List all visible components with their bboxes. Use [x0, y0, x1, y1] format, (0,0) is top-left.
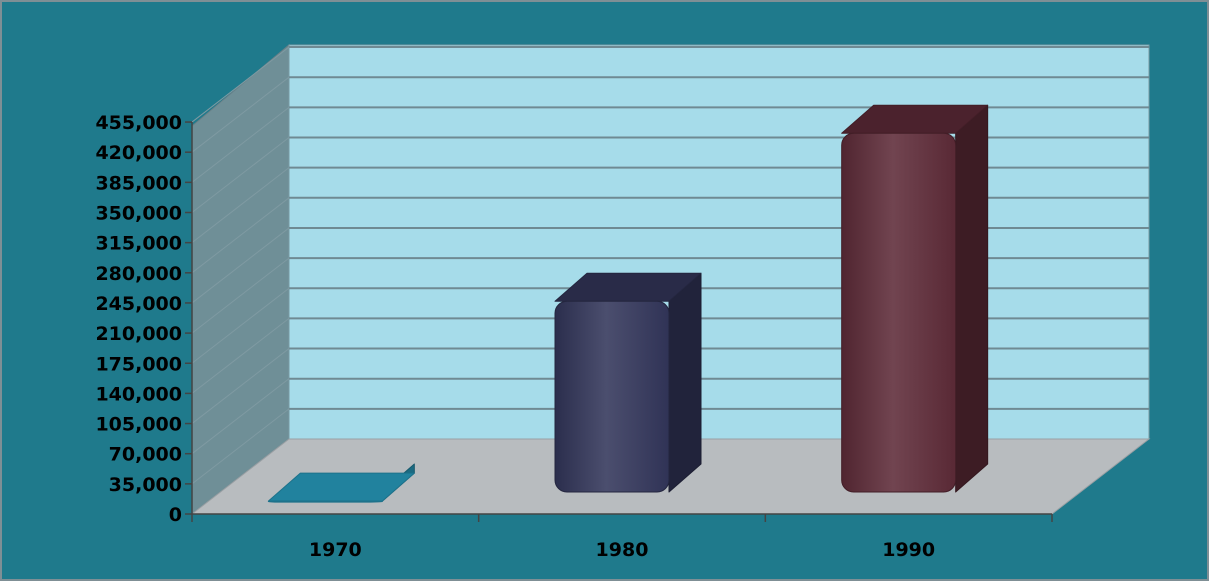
y-tick-label: 280,000 [95, 263, 182, 285]
y-tick-label: 105,000 [95, 414, 182, 436]
side-gridline [191, 76, 290, 153]
y-tick-label: 455,000 [95, 112, 182, 134]
x-tick-label: 1990 [882, 539, 935, 561]
y-tick-label: 140,000 [95, 383, 182, 405]
y-tick-label: 245,000 [95, 293, 182, 315]
side-gridline [191, 378, 290, 455]
gridlines [191, 46, 1149, 485]
axes [191, 122, 1053, 522]
bar-1990 [841, 104, 989, 493]
side-gridline [191, 227, 290, 304]
side-gridline [191, 46, 290, 123]
bar-1970 [267, 463, 415, 503]
y-tick-label: 70,000 [109, 444, 182, 466]
x-axis-tick-labels: 1970 1980 1990 [309, 539, 935, 561]
side-gridline [191, 137, 290, 213]
x-tick-label: 1980 [596, 539, 649, 561]
side-gridline [191, 348, 290, 424]
x-tick-label: 1970 [309, 539, 362, 561]
y-tick-label: 385,000 [95, 172, 182, 194]
y-tick-label: 175,000 [95, 353, 182, 375]
y-tick-label: 0 [169, 504, 182, 526]
bar-side-face [955, 104, 989, 493]
side-gridline [191, 287, 290, 364]
y-tick-label: 350,000 [95, 203, 182, 225]
y-tick-label: 35,000 [109, 474, 182, 496]
bar-front-face [841, 132, 957, 493]
bar-front-face [554, 300, 670, 493]
side-gridline [191, 257, 290, 334]
y-tick-label: 420,000 [95, 142, 182, 164]
y-tick-label: 210,000 [95, 323, 182, 345]
bar-1980 [554, 272, 702, 493]
bar-side-face [668, 272, 702, 493]
y-axis-tick-labels: 0 35,000 70,000 105,000 140,000 175,000 210,00… [95, 112, 192, 526]
y-tick-label: 315,000 [95, 233, 182, 255]
side-gridline [191, 106, 290, 183]
side-gridline [191, 167, 290, 244]
back-wall [288, 44, 1150, 440]
side-gridline [191, 197, 290, 274]
side-gridline [191, 408, 290, 485]
left-side-wall [191, 43, 290, 516]
bars [267, 104, 989, 503]
bar-front-face [267, 500, 383, 503]
side-gridline [191, 318, 290, 394]
